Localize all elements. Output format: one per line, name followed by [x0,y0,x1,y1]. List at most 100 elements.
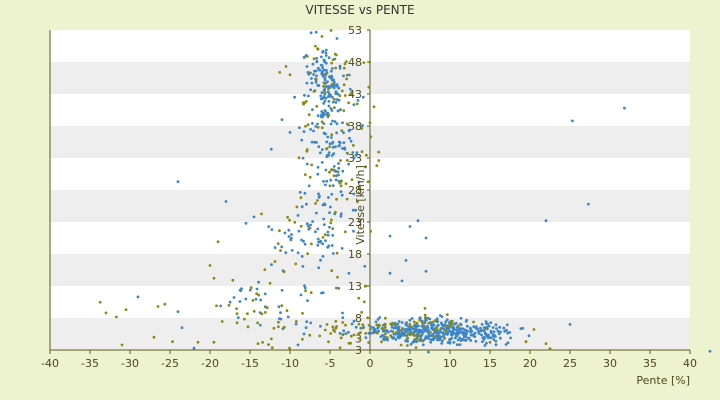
data-point [227,303,231,307]
data-point [360,124,364,128]
data-point [483,344,487,347]
data-point [311,108,314,111]
data-point [352,333,356,337]
data-point [324,96,328,100]
data-point [417,333,421,337]
data-point [231,278,235,282]
data-point [317,84,321,87]
data-point [332,86,336,90]
data-point [464,320,468,323]
data-point [330,192,334,196]
data-point [314,202,317,205]
data-point [377,159,381,162]
data-point [330,133,334,137]
data-point [320,72,324,76]
data-point [342,141,346,145]
data-point [309,88,312,92]
data-point [344,182,348,186]
data-point [327,151,331,155]
data-point [321,236,325,239]
data-point [426,330,430,334]
data-point [278,71,282,74]
x-tick-label: -40 [41,357,59,370]
data-point [283,231,287,235]
data-point [331,325,335,329]
x-tick-label: 20 [523,357,537,370]
data-point [389,334,393,337]
data-point [331,145,335,149]
data-point [314,230,317,234]
data-point [324,110,327,113]
data-point [293,220,297,224]
data-point [488,340,492,344]
data-point [342,131,345,135]
data-point [571,119,574,123]
data-point [381,333,384,337]
data-point [468,326,472,330]
data-point [397,320,401,323]
data-point [347,341,351,345]
data-point [314,125,318,128]
data-point [327,87,330,91]
data-point [310,81,314,85]
data-point [320,126,324,130]
y-tick-label: 18 [348,248,362,261]
data-point [277,325,280,329]
data-point [331,227,335,231]
data-point [359,326,363,330]
data-point [469,339,473,342]
data-point [403,333,407,337]
data-point [489,321,493,324]
data-point [321,203,325,207]
data-point [330,142,334,145]
data-point [423,313,427,317]
data-point [288,218,291,222]
data-point [427,337,430,340]
data-point [469,333,473,337]
data-point [317,192,320,196]
data-point [404,322,408,326]
data-point [232,296,236,299]
data-point [329,221,333,225]
data-point [309,127,312,131]
data-point [423,307,427,310]
data-point [301,156,305,160]
data-point [246,312,249,316]
data-point [400,321,404,324]
data-point [334,178,338,182]
data-point [424,316,427,320]
data-point [345,159,349,162]
data-point [337,86,341,90]
data-point [330,269,334,272]
data-point [435,317,439,320]
data-point [329,29,333,32]
data-point [347,162,351,166]
data-point [328,184,332,188]
data-point [451,331,455,335]
data-point [345,77,348,81]
data-point [341,169,345,173]
data-point [316,122,319,126]
data-point [276,242,280,246]
data-point [315,56,318,60]
data-point [408,318,412,322]
data-point [315,141,318,144]
data-point [345,122,349,126]
data-point [228,300,232,304]
data-point [440,323,444,326]
data-point [316,114,320,118]
data-point [334,210,337,214]
data-point [288,73,292,77]
data-point [383,326,387,329]
x-tick-label: 25 [563,357,577,370]
data-point [338,346,342,350]
data-point [364,284,368,288]
data-point [480,333,483,337]
data-point [325,179,329,183]
data-point [462,335,466,339]
data-point [419,335,423,338]
data-point [319,55,323,59]
data-point [395,323,398,327]
data-point [495,327,498,330]
data-point [319,115,323,118]
